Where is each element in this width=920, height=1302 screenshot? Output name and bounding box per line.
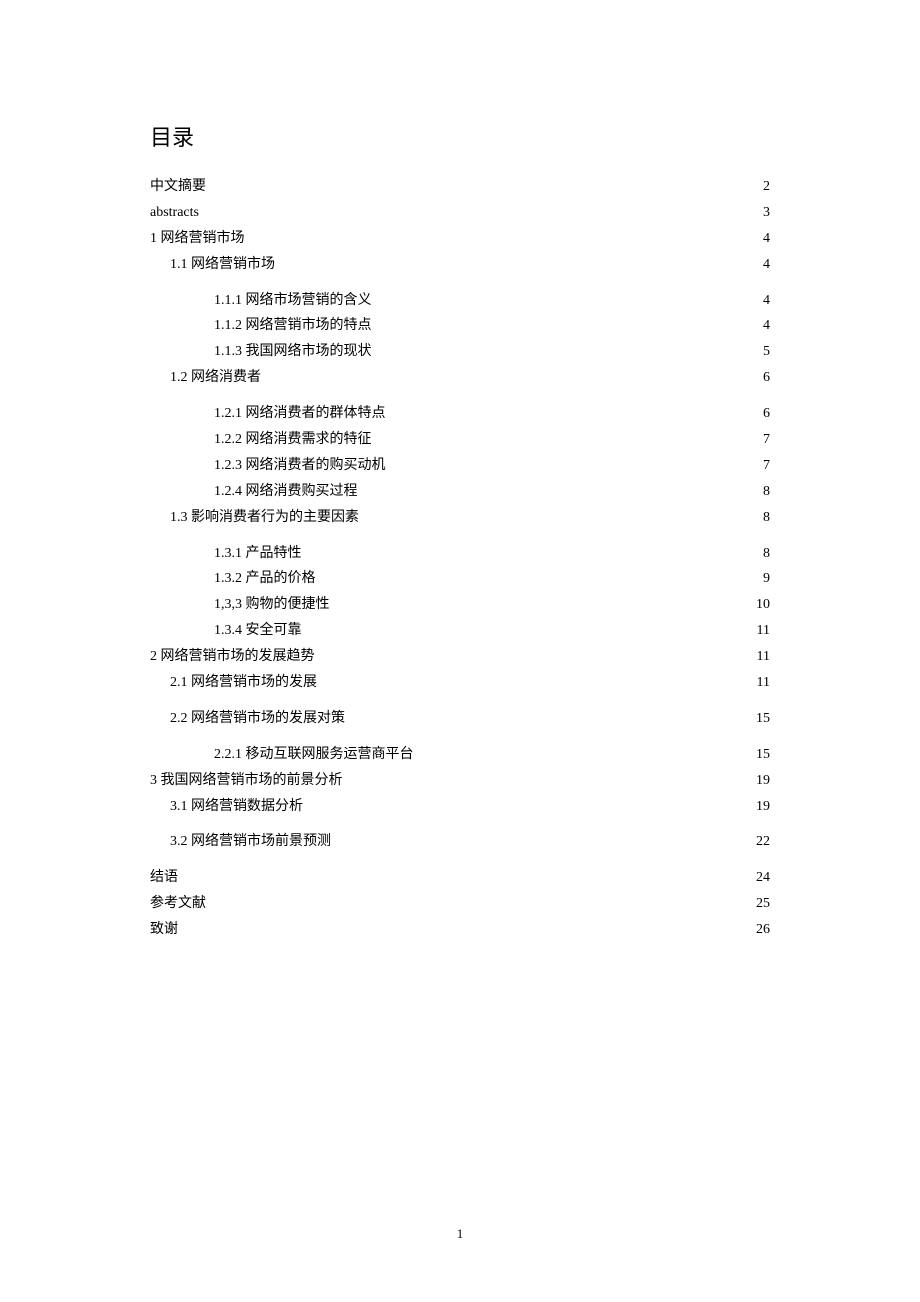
toc-entry-page: 11 — [757, 644, 770, 670]
toc-entry-label: 1.2.3 网络消费者的购买动机 — [214, 453, 386, 479]
toc-entry: 1.3.4 安全可靠 11 — [150, 618, 770, 644]
toc-entry-page: 4 — [763, 288, 770, 314]
toc-entry: 1.3.2 产品的价格 9 — [150, 566, 770, 592]
toc-entry-label: 2.2.1 移动互联网服务运营商平台 — [214, 742, 414, 768]
toc-entry-page: 3 — [763, 200, 770, 226]
toc-entry-label: 1.1.2 网络营销市场的特点 — [214, 313, 372, 339]
toc-entry: 2.2.1 移动互联网服务运营商平台 15 — [150, 742, 770, 768]
toc-entry: 1.2.1 网络消费者的群体特点 6 — [150, 401, 770, 427]
toc-entry-label: 2.2 网络营销市场的发展对策 — [170, 706, 345, 732]
toc-entry-page: 11 — [757, 618, 770, 644]
toc-entry-label: 1.3.1 产品特性 — [214, 541, 302, 567]
toc-entry: 2.1 网络营销市场的发展 11 — [150, 670, 770, 696]
toc-entry: 1.2.3 网络消费者的购买动机 7 — [150, 453, 770, 479]
toc-entry-page: 19 — [756, 794, 770, 820]
toc-entry-page: 5 — [763, 339, 770, 365]
toc-entry-page: 2 — [763, 174, 770, 200]
toc-entry-label: 1.1.1 网络市场营销的含义 — [214, 288, 372, 314]
toc-entry: 1.1 网络营销市场 4 — [150, 252, 770, 278]
toc-entry-label: 1.2.1 网络消费者的群体特点 — [214, 401, 386, 427]
toc-list: 中文摘要2abstracts31 网络营销市场41.1 网络营销市场41.1.1… — [150, 174, 770, 943]
toc-entry-label: 结语 — [150, 865, 178, 891]
toc-entry: 3.1 网络营销数据分析 19 — [150, 794, 770, 820]
toc-entry-label: 1.3.4 安全可靠 — [214, 618, 302, 644]
toc-entry-page: 4 — [763, 226, 770, 252]
toc-entry-page: 8 — [763, 541, 770, 567]
toc-entry: 3 我国网络营销市场的前景分析 19 — [150, 768, 770, 794]
toc-entry-label: 1.3.2 产品的价格 — [214, 566, 316, 592]
toc-entry-page: 26 — [756, 917, 770, 943]
toc-entry: 1.2.2 网络消费需求的特征 7 — [150, 427, 770, 453]
toc-entry-label: 1.2.4 网络消费购买过程 — [214, 479, 358, 505]
toc-entry-label: 3.1 网络营销数据分析 — [170, 794, 303, 820]
toc-entry: 1.3.1 产品特性 8 — [150, 541, 770, 567]
toc-entry: 1.1.1 网络市场营销的含义 4 — [150, 288, 770, 314]
toc-entry-label: 1,3,3 购物的便捷性 — [214, 592, 330, 618]
toc-entry-page: 6 — [763, 365, 770, 391]
toc-entry-label: 2.1 网络营销市场的发展 — [170, 670, 317, 696]
toc-entry-label: 3 我国网络营销市场的前景分析 — [150, 768, 343, 794]
toc-entry-page: 7 — [763, 427, 770, 453]
toc-entry-label: 1.2 网络消费者 — [170, 365, 261, 391]
page-number: 1 — [0, 1226, 920, 1242]
toc-entry: 1 网络营销市场 4 — [150, 226, 770, 252]
toc-entry: 结语 24 — [150, 865, 770, 891]
toc-entry-page: 8 — [763, 505, 770, 531]
toc-entry-page: 24 — [756, 865, 770, 891]
toc-entry-page: 15 — [756, 742, 770, 768]
toc-entry-label: 1.1.3 我国网络市场的现状 — [214, 339, 372, 365]
toc-entry-page: 9 — [763, 566, 770, 592]
toc-entry-page: 7 — [763, 453, 770, 479]
toc-entry-page: 4 — [763, 313, 770, 339]
toc-entry-page: 19 — [756, 768, 770, 794]
toc-entry: 1.1.2 网络营销市场的特点 4 — [150, 313, 770, 339]
toc-entry-label: 1 网络营销市场 — [150, 226, 245, 252]
toc-entry: 1.1.3 我国网络市场的现状 5 — [150, 339, 770, 365]
toc-entry-label: 3.2 网络营销市场前景预测 — [170, 829, 331, 855]
toc-entry: 参考文献 25 — [150, 891, 770, 917]
toc-entry-label: 1.1 网络营销市场 — [170, 252, 275, 278]
toc-entry: 2 网络营销市场的发展趋势 11 — [150, 644, 770, 670]
toc-entry: 1.2 网络消费者 6 — [150, 365, 770, 391]
toc-entry: 2.2 网络营销市场的发展对策 15 — [150, 706, 770, 732]
toc-entry-page: 11 — [757, 670, 770, 696]
toc-entry-label: 中文摘要 — [150, 174, 206, 200]
toc-entry-page: 15 — [756, 706, 770, 732]
toc-entry-label: abstracts — [150, 200, 199, 226]
toc-entry-page: 25 — [756, 891, 770, 917]
toc-entry: 致谢 26 — [150, 917, 770, 943]
toc-entry-page: 8 — [763, 479, 770, 505]
toc-entry: 中文摘要 2 — [150, 174, 770, 200]
toc-entry-page: 4 — [763, 252, 770, 278]
toc-entry: abstracts 3 — [150, 200, 770, 226]
toc-entry-label: 2 网络营销市场的发展趋势 — [150, 644, 315, 670]
toc-entry: 1.2.4 网络消费购买过程 8 — [150, 479, 770, 505]
toc-entry-label: 1.3 影响消费者行为的主要因素 — [170, 505, 359, 531]
toc-entry-label: 致谢 — [150, 917, 178, 943]
toc-entry-label: 1.2.2 网络消费需求的特征 — [214, 427, 372, 453]
toc-entry-label: 参考文献 — [150, 891, 206, 917]
toc-entry-page: 10 — [756, 592, 770, 618]
toc-entry: 1.3 影响消费者行为的主要因素 8 — [150, 505, 770, 531]
toc-entry: 1,3,3 购物的便捷性 10 — [150, 592, 770, 618]
page-container: 目录 中文摘要2abstracts31 网络营销市场41.1 网络营销市场41.… — [0, 0, 920, 943]
toc-entry: 3.2 网络营销市场前景预测 22 — [150, 829, 770, 855]
toc-entry-page: 22 — [756, 829, 770, 855]
toc-title: 目录 — [150, 120, 770, 152]
toc-entry-page: 6 — [763, 401, 770, 427]
